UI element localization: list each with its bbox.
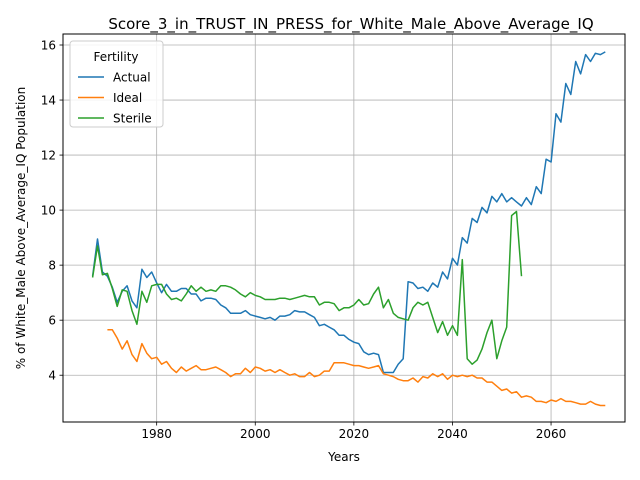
legend-label-actual: Actual <box>113 71 151 85</box>
y-axis-ticks: 4 6 8 10 12 14 16 <box>41 39 63 383</box>
legend-title: Fertility <box>93 50 138 64</box>
y-tick-label: 10 <box>41 204 56 218</box>
grid <box>63 34 625 422</box>
y-tick-label: 14 <box>41 94 56 108</box>
x-axis-ticks: 1980 2000 2020 2040 2060 <box>141 422 566 441</box>
series-line-actual <box>91 51 606 374</box>
series-line-sterile <box>91 210 523 365</box>
legend: Fertility Actual Ideal Sterile <box>69 40 164 128</box>
y-tick-label: 12 <box>41 149 56 163</box>
legend-frame <box>69 40 164 128</box>
y-tick-label: 4 <box>48 369 56 383</box>
x-tick-label: 2060 <box>536 427 567 441</box>
legend-label-sterile: Sterile <box>113 112 152 126</box>
chart-title: Score_3_in_TRUST_IN_PRESS_for_White_Male… <box>108 15 593 34</box>
x-tick-label: 2020 <box>339 427 370 441</box>
legend-label-ideal: Ideal <box>113 91 142 105</box>
x-axis-label: Years <box>327 450 360 464</box>
x-tick-label: 2000 <box>240 427 271 441</box>
y-tick-label: 8 <box>48 259 56 273</box>
x-tick-label: 1980 <box>141 427 172 441</box>
y-tick-label: 6 <box>48 314 56 328</box>
plot-frame <box>62 33 626 423</box>
series-layer <box>91 51 606 407</box>
series-line-ideal <box>107 329 606 407</box>
y-axis-label: % of White_Male Above_Average_IQ Populat… <box>14 87 28 370</box>
y-tick-label: 16 <box>41 39 56 53</box>
x-tick-label: 2040 <box>437 427 468 441</box>
